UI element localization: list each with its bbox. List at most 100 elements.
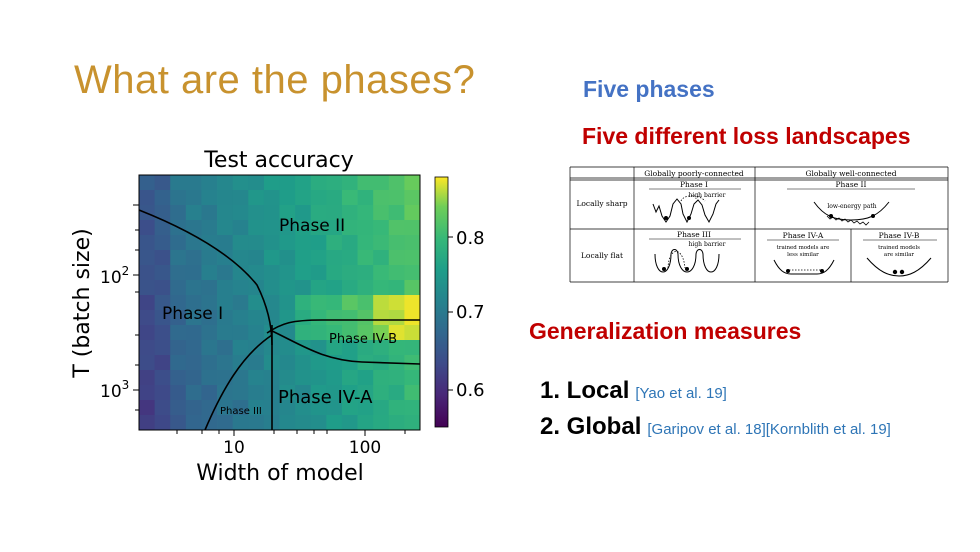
heatmap-cell [295, 175, 312, 191]
heatmap-cell [341, 415, 358, 431]
col-header-well: Globally well-connected [805, 169, 896, 178]
heatmap-cell [388, 325, 405, 341]
heatmap-cell [310, 415, 327, 431]
heatmap-cell [341, 325, 358, 341]
heatmap-cell [232, 190, 249, 206]
phase-heatmap-figure: Test accuracy Phase I Phase II Phase III… [70, 148, 485, 486]
heatmap-cell [263, 265, 280, 281]
heatmap-cell [139, 280, 156, 296]
heatmap-cell [373, 385, 390, 401]
heatmap-cell [279, 250, 296, 266]
heatmap-cell [232, 355, 249, 371]
heatmap-cell [232, 325, 249, 341]
heatmap-cell [139, 415, 156, 431]
phase-note: are similar [884, 252, 915, 258]
heatmap-cell [357, 400, 374, 416]
list-item-local: 1. Local [Yao et al. 19] [540, 377, 727, 405]
heatmap-cell [154, 340, 171, 356]
heatmap-cell [263, 235, 280, 251]
heatmap-cell [263, 175, 280, 191]
heatmap-cell [373, 205, 390, 221]
heatmap-cell [326, 280, 343, 296]
heatmap-cell [310, 370, 327, 386]
heatmap-cell [279, 355, 296, 371]
heatmap-cell [310, 220, 327, 236]
heatmap-cell [326, 415, 343, 431]
heatmap-cell [232, 205, 249, 221]
heatmap-cell [357, 250, 374, 266]
heatmap-cell [357, 265, 374, 281]
colorbar: 0.6 0.7 0.8 [434, 176, 485, 428]
phase2-label: Phase II [279, 216, 345, 236]
heatmap-cell [373, 235, 390, 251]
heatmap-cell [139, 385, 156, 401]
minimum-dot [664, 216, 668, 220]
heatmap-cell [404, 295, 421, 311]
heatmap-cell [263, 310, 280, 326]
heatmap-cell [201, 265, 218, 281]
heatmap-cell [357, 370, 374, 386]
minimum-dot [662, 267, 666, 271]
colorbar-tick-label: 0.8 [456, 228, 485, 249]
heatmap-cell [217, 325, 234, 341]
heatmap-cell [357, 280, 374, 296]
heatmap-cell [217, 250, 234, 266]
heatmap-cell [357, 235, 374, 251]
phase-note: trained models [878, 245, 920, 251]
cell-phase1: Phase I high barrier [649, 180, 741, 224]
heatmap-cell [154, 205, 171, 221]
x-axis: 10 100 Width of model [176, 430, 406, 486]
heatmap-cell [404, 325, 421, 341]
cell-phase4b: Phase IV-B trained models are similar [863, 231, 937, 277]
heatmap-cell [388, 235, 405, 251]
heatmap-cell [201, 280, 218, 296]
heatmap-cell [388, 220, 405, 236]
heatmap-cell [154, 265, 171, 281]
heatmap-cell [232, 310, 249, 326]
heatmap-cell [185, 340, 202, 356]
heatmap-cell [248, 280, 265, 296]
heatmap-cell [248, 265, 265, 281]
sharp-landscape-curve [652, 198, 720, 224]
heatmap-cell [201, 220, 218, 236]
heatmap-cell [185, 220, 202, 236]
heatmap-cell [170, 250, 187, 266]
heatmap-cell [388, 370, 405, 386]
heatmap-cell [154, 385, 171, 401]
heatmap-cell [232, 265, 249, 281]
heatmap-cell [388, 175, 405, 191]
list-item-global: 2. Global [Garipov et al. 18][Kornblith e… [540, 413, 891, 441]
heatmap-cell [310, 355, 327, 371]
heatmap-cell [201, 295, 218, 311]
heatmap-cell [357, 340, 374, 356]
heatmap-cell [310, 295, 327, 311]
heatmap-cell [357, 325, 374, 341]
phase-note: high barrier [689, 241, 726, 248]
heatmap-cell [326, 385, 343, 401]
phase-name: Phase III [677, 230, 711, 239]
heatmap-cell [139, 355, 156, 371]
heatmap-cell [185, 190, 202, 206]
heatmap-cell [248, 175, 265, 191]
heatmap-cell [357, 295, 374, 311]
heatmap-cell [185, 295, 202, 311]
heatmap-cell [248, 310, 265, 326]
heatmap-cell [388, 280, 405, 296]
heatmap-cell [201, 175, 218, 191]
heatmap-cell [341, 355, 358, 371]
heatmap-cell [341, 295, 358, 311]
heatmap-cell [404, 400, 421, 416]
heatmap-cell [217, 400, 234, 416]
heatmap-cell [263, 190, 280, 206]
heatmap-cell [217, 205, 234, 221]
heatmap-cell [341, 250, 358, 266]
heatmap-cell [154, 250, 171, 266]
y-tick-label: 103 [100, 378, 129, 402]
heatmap-cell [326, 340, 343, 356]
heatmap-cell [295, 415, 312, 431]
heatmap-cell [326, 295, 343, 311]
heatmap-cell [201, 355, 218, 371]
heatmap-cell [217, 220, 234, 236]
phase-note: less similar [787, 252, 819, 258]
heatmap-cell [326, 220, 343, 236]
